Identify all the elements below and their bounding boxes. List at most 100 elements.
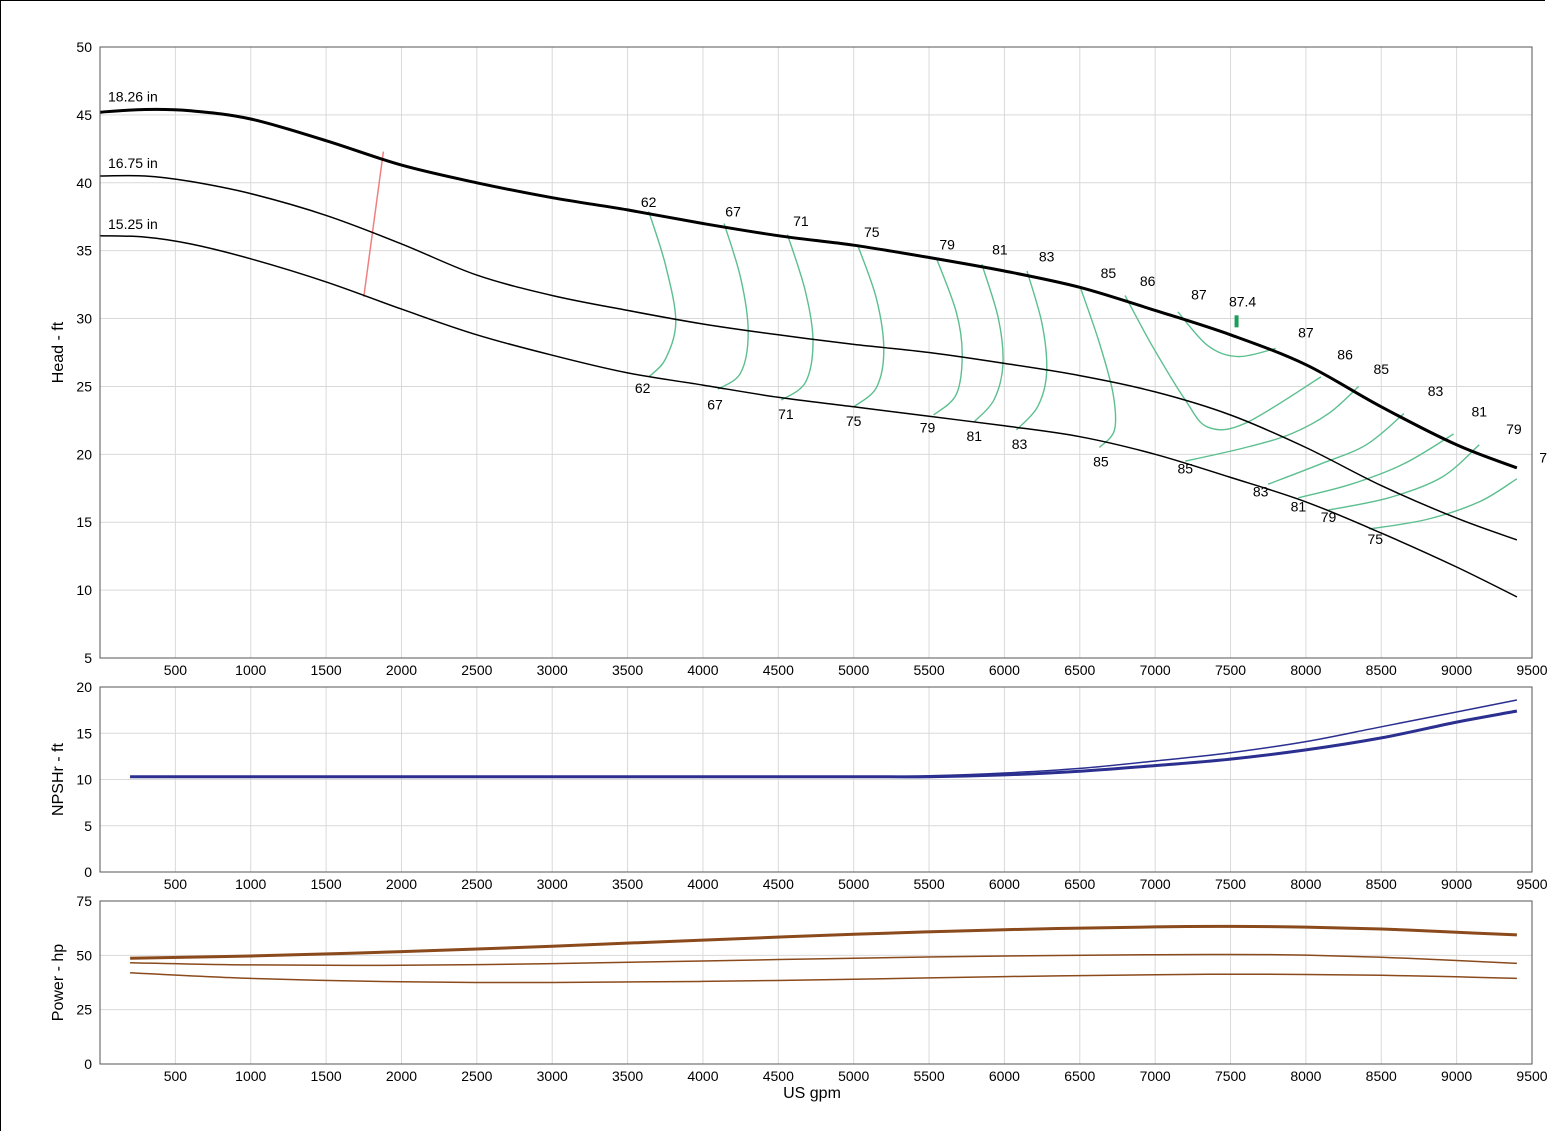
x-tick-label: 500 (164, 1068, 188, 1084)
x-tick-label: 3000 (537, 876, 568, 892)
efficiency-contour (1124, 295, 1322, 431)
plot-area (130, 924, 1517, 984)
x-tick-label: 4000 (687, 662, 718, 678)
x-tick-label: 8500 (1366, 876, 1397, 892)
y-tick-label: 5 (84, 818, 92, 834)
efficiency-label: 87.4 (1229, 293, 1256, 309)
efficiency-contour (1328, 444, 1480, 511)
x-tick-label: 4500 (763, 1068, 794, 1084)
x-tick-label: 1500 (311, 1068, 342, 1084)
x-tick-label: 1500 (311, 662, 342, 678)
x-tick-label: 5500 (913, 662, 944, 678)
efficiency-contour (1015, 270, 1048, 431)
efficiency-contour (648, 211, 677, 378)
series-line (130, 709, 1518, 779)
y-axis-label: Head - ft (50, 321, 67, 383)
y-axis-label: Power - hp (50, 944, 67, 1021)
y-tick-label: 25 (76, 1002, 92, 1018)
plot-area (130, 699, 1518, 779)
x-tick-label: 2000 (386, 662, 417, 678)
impeller-diameter-label: 15.25 in (108, 216, 158, 232)
efficiency-label: 87 (1298, 325, 1314, 341)
efficiency-contour (717, 223, 749, 390)
x-tick-label: 3500 (612, 1068, 643, 1084)
npshr-panel: 500 1000 1500 2000 2500 3000 3500 4000 4500 5000 5… (50, 679, 1547, 892)
efficiency-label: 79 (920, 420, 936, 436)
efficiency-label: 81 (966, 428, 982, 444)
x-tick-label: 6000 (989, 876, 1020, 892)
efficiency-contour (1177, 311, 1276, 358)
y-tick-label: 10 (76, 582, 92, 598)
efficiency-contour (1267, 413, 1405, 485)
efficiency-label: 79 (1506, 421, 1522, 437)
x-tick-label: 7000 (1140, 876, 1171, 892)
x-tick-label: 8000 (1290, 876, 1321, 892)
efficiency-label: 75 (1539, 449, 1547, 465)
efficiency-label: 86 (1337, 346, 1353, 362)
efficiency-label: 85 (1373, 361, 1389, 377)
y-tick-label: 20 (76, 679, 92, 695)
x-tick-label: 6000 (989, 1068, 1020, 1084)
x-tick-label: 6000 (989, 662, 1020, 678)
efficiency-label: 85 (1101, 265, 1117, 281)
y-axis-label: NPSHr - ft (50, 743, 67, 816)
series-line (100, 234, 1518, 598)
series-line (130, 953, 1517, 967)
x-tick-label: 5000 (838, 662, 869, 678)
efficiency-contour (1369, 478, 1518, 530)
x-tick-label: 6500 (1064, 662, 1095, 678)
y-tick-label: 25 (76, 378, 92, 394)
y-tick-label: 50 (76, 39, 92, 55)
x-tick-label: 1000 (235, 662, 266, 678)
x-tick-label: 8000 (1290, 662, 1321, 678)
x-tick-label: 1000 (235, 1068, 266, 1084)
x-tick-label: 2500 (461, 1068, 492, 1084)
plot-area (100, 107, 1518, 598)
efficiency-label: 81 (1471, 403, 1487, 419)
x-tick-label: 7500 (1215, 1068, 1246, 1084)
y-tick-label: 20 (76, 446, 92, 462)
x-tick-label: 2000 (386, 876, 417, 892)
efficiency-label: 75 (846, 413, 862, 429)
x-tick-label: 2500 (461, 876, 492, 892)
efficiency-label: 83 (1253, 483, 1269, 499)
y-tick-label: 10 (76, 772, 92, 788)
efficiency-contour (973, 263, 1004, 423)
x-tick-label: 5000 (838, 1068, 869, 1084)
x-tick-label: 500 (164, 876, 188, 892)
impeller-diameter-label: 18.26 in (108, 88, 158, 104)
efficiency-label: 86 (1140, 273, 1156, 289)
efficiency-contour (780, 234, 814, 401)
min-flow-line (363, 151, 385, 297)
efficiency-contour (933, 258, 963, 416)
x-tick-label: 9000 (1441, 1068, 1472, 1084)
efficiency-contour (1185, 385, 1360, 462)
x-tick-label: 2000 (386, 1068, 417, 1084)
x-tick-label: 3500 (612, 662, 643, 678)
y-tick-label: 0 (84, 864, 92, 880)
efficiency-label: 83 (1428, 383, 1444, 399)
efficiency-label: 79 (939, 236, 955, 252)
power-panel: 500 1000 1500 2000 2500 3000 3500 4000 4500 5000 5… (50, 893, 1547, 1102)
series-line (100, 107, 1518, 470)
efficiency-label: 81 (1291, 498, 1307, 514)
y-tick-label: 40 (76, 175, 92, 191)
x-tick-label: 9500 (1516, 662, 1547, 678)
x-tick-label: 8000 (1290, 1068, 1321, 1084)
y-tick-label: 15 (76, 514, 92, 530)
series-line (130, 699, 1518, 778)
efficiency-label: 81 (992, 242, 1008, 258)
x-tick-label: 4000 (687, 1068, 718, 1084)
efficiency-label: 71 (793, 213, 809, 229)
x-tick-label: 9500 (1516, 876, 1547, 892)
x-tick-label: 7000 (1140, 662, 1171, 678)
efficiency-label: 75 (864, 224, 880, 240)
x-tick-label: 3500 (612, 876, 643, 892)
x-tick-label: 5500 (913, 876, 944, 892)
series-line (130, 924, 1517, 960)
x-tick-label: 7000 (1140, 1068, 1171, 1084)
efficiency-label: 85 (1093, 454, 1109, 470)
y-tick-label: 0 (84, 1056, 92, 1072)
x-tick-label: 2500 (461, 662, 492, 678)
